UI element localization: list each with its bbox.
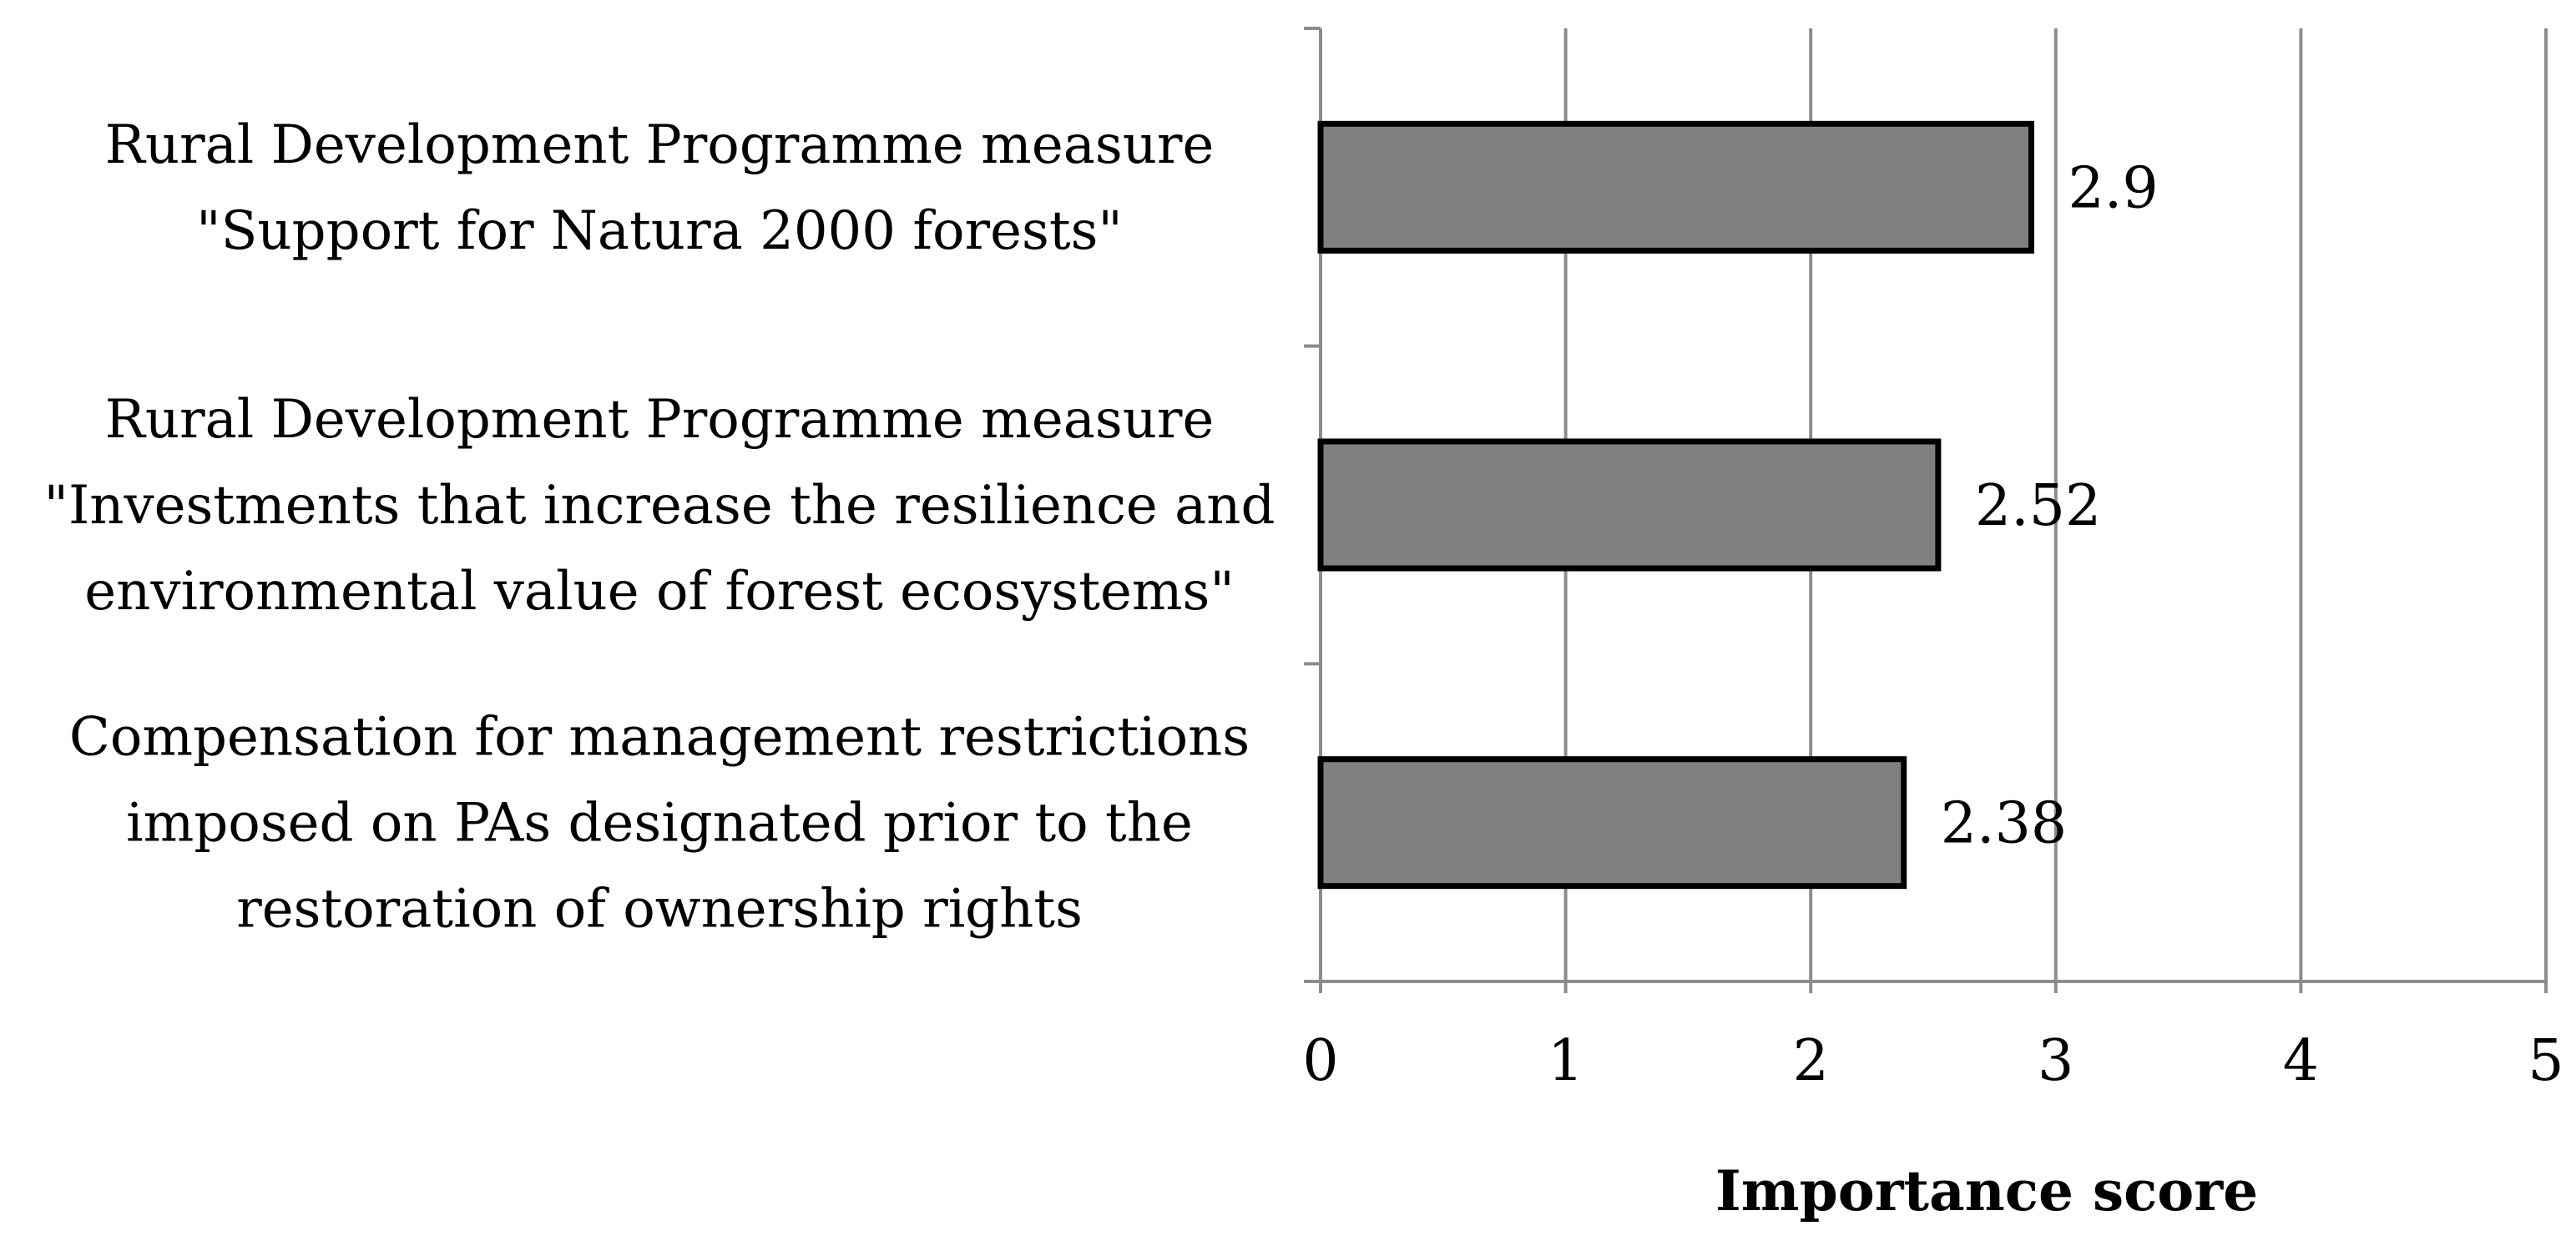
data-label-1: 2.9: [2068, 155, 2158, 221]
category-label-2-line-2: "Investments that increase the resilienc…: [44, 475, 1275, 537]
bar-1: [1317, 120, 2034, 254]
category-label-1: Rural Development Programme measure "Supp…: [105, 114, 1215, 262]
data-label-3: 2.38: [1941, 791, 2067, 857]
category-label-3-line-3: restoration of ownership rights: [236, 879, 1083, 941]
x-tick-label-2: 2: [1793, 1028, 1829, 1094]
x-axis-title: Importance score: [1715, 1158, 2258, 1223]
x-tick-label-5: 5: [2528, 1028, 2563, 1094]
bar-2: [1317, 438, 1942, 572]
bar-3: [1317, 756, 1907, 890]
x-tick-label-1: 1: [1548, 1028, 1583, 1094]
x-tick-label-4: 4: [2283, 1028, 2319, 1094]
category-label-3-line-2: imposed on PAs designated prior to the: [126, 793, 1193, 855]
category-label-3: Compensation for management restrictions…: [69, 707, 1250, 941]
data-label-2: 2.52: [1975, 473, 2101, 539]
x-tick-label-0: 0: [1302, 1028, 1338, 1094]
category-label-2: Rural Development Programme measure "Inve…: [44, 389, 1275, 623]
category-label-3-line-1: Compensation for management restrictions: [69, 707, 1250, 769]
x-tick-label-3: 3: [2038, 1028, 2073, 1094]
category-label-1-line-1: Rural Development Programme measure: [105, 114, 1215, 176]
category-label-1-line-2: "Support for Natura 2000 forests": [196, 200, 1123, 262]
labels: 0 1 2 3 4 5 2.9 Rural Development Programme mea…: [44, 114, 2564, 1094]
category-label-2-line-1: Rural Development Programme measure: [105, 389, 1215, 451]
bars: [1317, 120, 2034, 890]
category-label-2-line-3: environmental value of forest ecosystems…: [84, 561, 1235, 623]
